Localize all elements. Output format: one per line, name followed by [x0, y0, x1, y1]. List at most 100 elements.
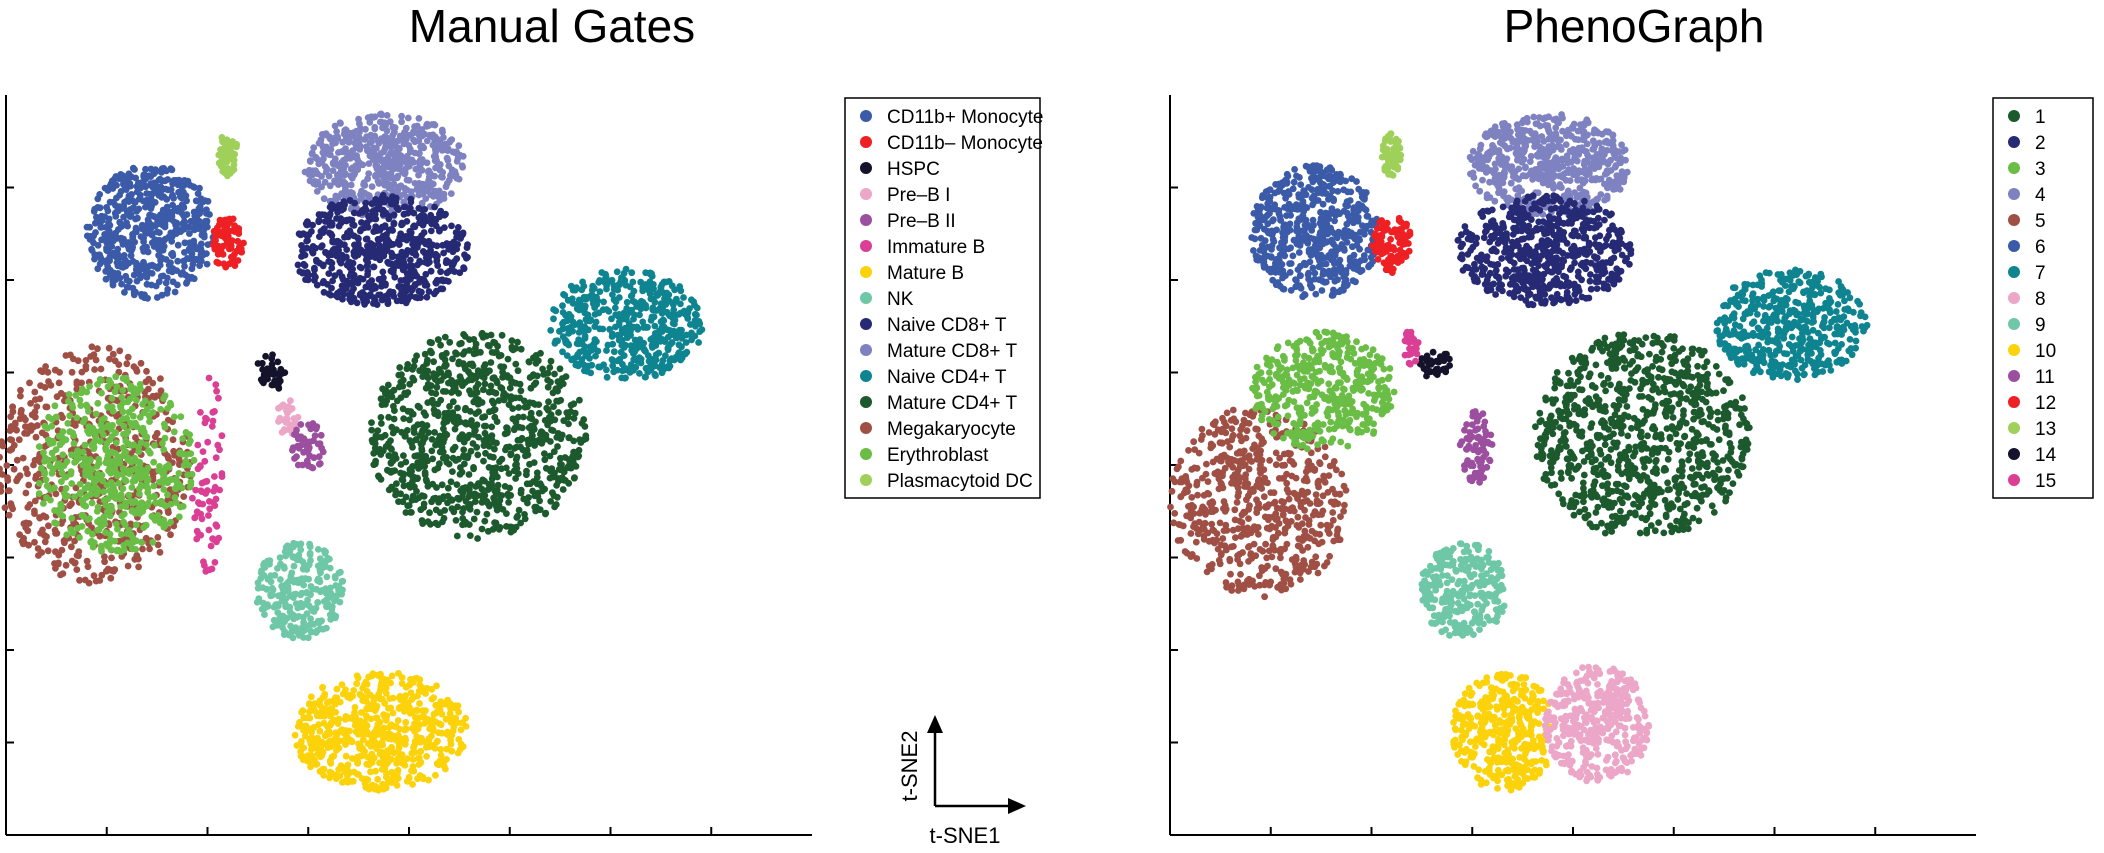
scatter-point: [59, 434, 66, 442]
scatter-point: [211, 473, 218, 480]
scatter-point: [438, 352, 446, 359]
scatter-point: [381, 431, 389, 439]
scatter-point: [104, 247, 112, 255]
scatter-point: [668, 282, 676, 290]
scatter-point: [493, 379, 501, 387]
scatter-point: [458, 231, 465, 239]
scatter-point: [332, 593, 340, 601]
scatter-point: [188, 470, 196, 478]
scatter-point: [561, 454, 569, 461]
scatter-point: [693, 311, 700, 319]
scatter-point: [304, 596, 311, 604]
scatter-point: [131, 166, 138, 173]
scatter-point: [525, 358, 533, 365]
scatter-point: [362, 199, 370, 207]
scatter-point: [157, 240, 164, 247]
scatter-point: [268, 360, 276, 368]
scatter-point: [104, 383, 112, 391]
scatter-point: [474, 371, 481, 378]
scatter-point: [40, 449, 47, 456]
scatter-point: [588, 286, 596, 294]
scatter-point: [422, 270, 430, 278]
scatter-point: [171, 288, 179, 296]
scatter-point: [393, 297, 401, 305]
scatter-point: [234, 257, 242, 264]
scatter-point: [76, 534, 83, 541]
scatter-point: [104, 423, 111, 431]
scatter-point: [622, 374, 629, 382]
scatter-point: [473, 508, 481, 516]
scatter-point: [387, 169, 395, 177]
scatter-point: [570, 448, 577, 456]
scatter-point: [509, 346, 517, 354]
scatter-point: [468, 376, 476, 384]
scatter-point: [408, 249, 416, 256]
scatter-point: [43, 403, 51, 411]
scatter-point: [181, 239, 189, 247]
scatter-point: [623, 298, 631, 306]
scatter-point: [112, 450, 120, 457]
scatter-point: [206, 211, 213, 218]
scatter-point: [671, 320, 678, 328]
scatter-point: [529, 372, 537, 380]
scatter-point: [411, 180, 419, 187]
scatter-point: [98, 427, 105, 435]
scatter-point: [94, 488, 102, 495]
scatter-point: [294, 461, 302, 469]
scatter-point: [329, 140, 336, 148]
scatter-point: [88, 245, 95, 253]
scatter-point: [16, 415, 24, 423]
scatter-point: [416, 700, 423, 707]
scatter-point: [110, 252, 118, 259]
scatter-point: [339, 577, 347, 585]
scatter-point: [76, 396, 84, 404]
scatter-point: [351, 278, 358, 286]
scatter-point: [680, 294, 687, 301]
scatter-point: [474, 380, 482, 388]
scatter-point: [71, 559, 79, 567]
scatter-point: [90, 443, 98, 451]
scatter-point: [352, 248, 359, 256]
scatter-point: [160, 395, 168, 402]
scatter-point: [390, 211, 398, 219]
scatter-point: [138, 499, 145, 507]
scatter-point: [550, 306, 557, 313]
scatter-point: [417, 212, 425, 220]
scatter-point: [580, 295, 588, 303]
scatter-point: [314, 440, 322, 448]
scatter-point: [441, 333, 449, 341]
scatter-point: [375, 472, 382, 480]
scatter-point: [128, 245, 136, 253]
scatter-point: [120, 546, 128, 554]
scatter-point: [498, 385, 506, 392]
scatter-point: [504, 355, 512, 363]
scatter-point: [662, 295, 670, 303]
scatter-point: [487, 359, 495, 366]
scatter-point: [276, 592, 284, 599]
scatter-point: [503, 424, 510, 432]
scatter-point: [116, 347, 124, 355]
scatter-point: [321, 178, 329, 186]
scatter-point: [449, 398, 457, 406]
scatter-point: [68, 368, 76, 376]
scatter-point: [385, 486, 393, 494]
scatter-point: [136, 381, 144, 388]
scatter-point: [102, 235, 110, 243]
scatter-point: [51, 507, 58, 514]
scatter-point: [156, 261, 164, 269]
scatter-point: [469, 362, 477, 370]
scatter-point: [233, 143, 240, 151]
scatter-point: [642, 373, 649, 381]
scatter-point: [365, 170, 373, 178]
scatter-point: [355, 242, 362, 250]
scatter-point: [402, 165, 409, 173]
scatter-point: [398, 476, 406, 483]
scatter-point: [491, 445, 498, 453]
scatter-point: [614, 286, 622, 294]
scatter-point: [562, 337, 570, 345]
scatter-point: [573, 340, 581, 347]
scatter-point: [386, 288, 394, 296]
scatter-point: [469, 440, 477, 447]
scatter-point: [428, 349, 435, 357]
scatter-point: [288, 569, 296, 577]
